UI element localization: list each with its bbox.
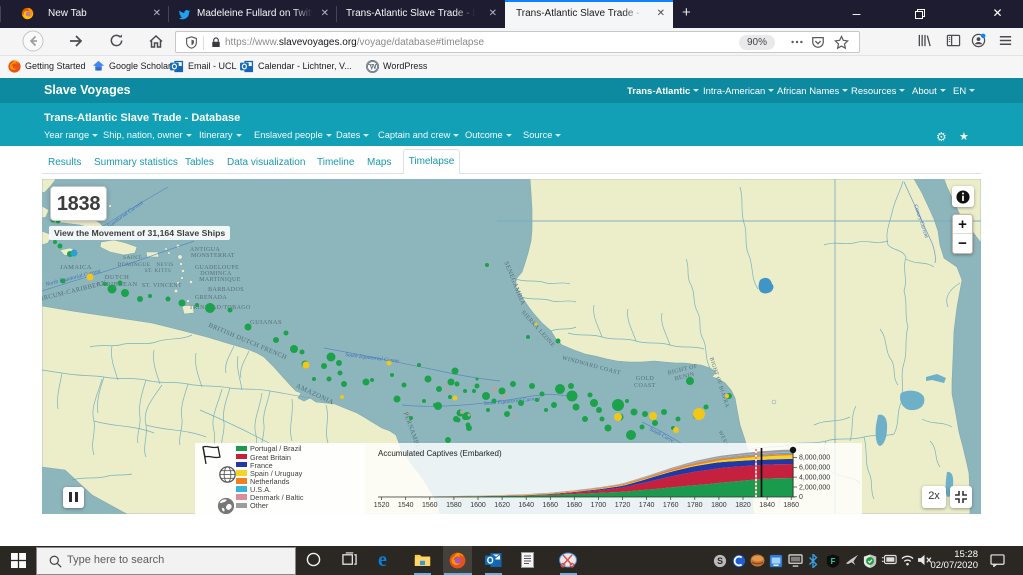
svg-text:1660: 1660 [543, 502, 559, 509]
svg-text:S: S [717, 556, 723, 566]
svg-text:1700: 1700 [591, 502, 607, 509]
svg-text:4,000,000: 4,000,000 [799, 474, 830, 481]
svg-text:1740: 1740 [639, 502, 655, 509]
svg-text:1580: 1580 [446, 502, 462, 509]
svg-text:6,000,000: 6,000,000 [799, 465, 830, 472]
svg-text:DOMINGUE: DOMINGUE [117, 262, 150, 268]
svg-text:1540: 1540 [398, 502, 414, 509]
svg-text:0: 0 [799, 494, 803, 501]
svg-text:SAINT-: SAINT- [123, 255, 143, 261]
svg-text:GOLD: GOLD [636, 376, 655, 382]
svg-text:1520: 1520 [374, 502, 390, 509]
svg-text:F: F [831, 557, 836, 566]
svg-text:1720: 1720 [615, 502, 631, 509]
svg-text:South Equatorial Current: South Equatorial Current [484, 396, 541, 407]
svg-text:TRINIDAD/TOBAGO: TRINIDAD/TOBAGO [189, 305, 251, 311]
svg-text:1780: 1780 [687, 502, 703, 509]
svg-text:GUIANAS: GUIANAS [250, 319, 282, 326]
svg-text:GUADELOUPE: GUADELOUPE [195, 265, 239, 271]
svg-text:DUTCH: DUTCH [105, 274, 129, 281]
svg-text:1620: 1620 [494, 502, 510, 509]
svg-text:1640: 1640 [518, 502, 534, 509]
svg-text:DOMINCA: DOMINCA [200, 271, 232, 277]
svg-text:1820: 1820 [735, 502, 751, 509]
svg-text:1860: 1860 [783, 502, 799, 509]
svg-text:1840: 1840 [759, 502, 775, 509]
svg-text:ST. VINCENT: ST. VINCENT [142, 283, 182, 289]
svg-text:MARTINIQUE: MARTINIQUE [199, 277, 241, 283]
svg-text:1800: 1800 [711, 502, 727, 509]
svg-text:GRENADA: GRENADA [195, 295, 227, 301]
svg-text:1680: 1680 [567, 502, 583, 509]
svg-text:MONSTERRAT: MONSTERRAT [191, 253, 235, 259]
svg-text:CARIBBEAN: CARIBBEAN [96, 281, 137, 288]
svg-text:BARBADOS: BARBADOS [208, 287, 244, 293]
svg-text:ANTIGUA: ANTIGUA [190, 247, 220, 253]
svg-text:1560: 1560 [422, 502, 438, 509]
svg-text:JAMAICA: JAMAICA [60, 264, 92, 271]
svg-text:BENIN: BENIN [674, 372, 695, 383]
svg-text:NEVIS: NEVIS [156, 262, 173, 268]
svg-text:8,000,000: 8,000,000 [799, 455, 830, 462]
svg-text:COAST: COAST [634, 383, 656, 389]
svg-text:1760: 1760 [663, 502, 679, 509]
svg-text:1600: 1600 [470, 502, 486, 509]
svg-text:ST. KITTS: ST. KITTS [145, 268, 172, 274]
svg-text:2,000,000: 2,000,000 [799, 484, 830, 491]
